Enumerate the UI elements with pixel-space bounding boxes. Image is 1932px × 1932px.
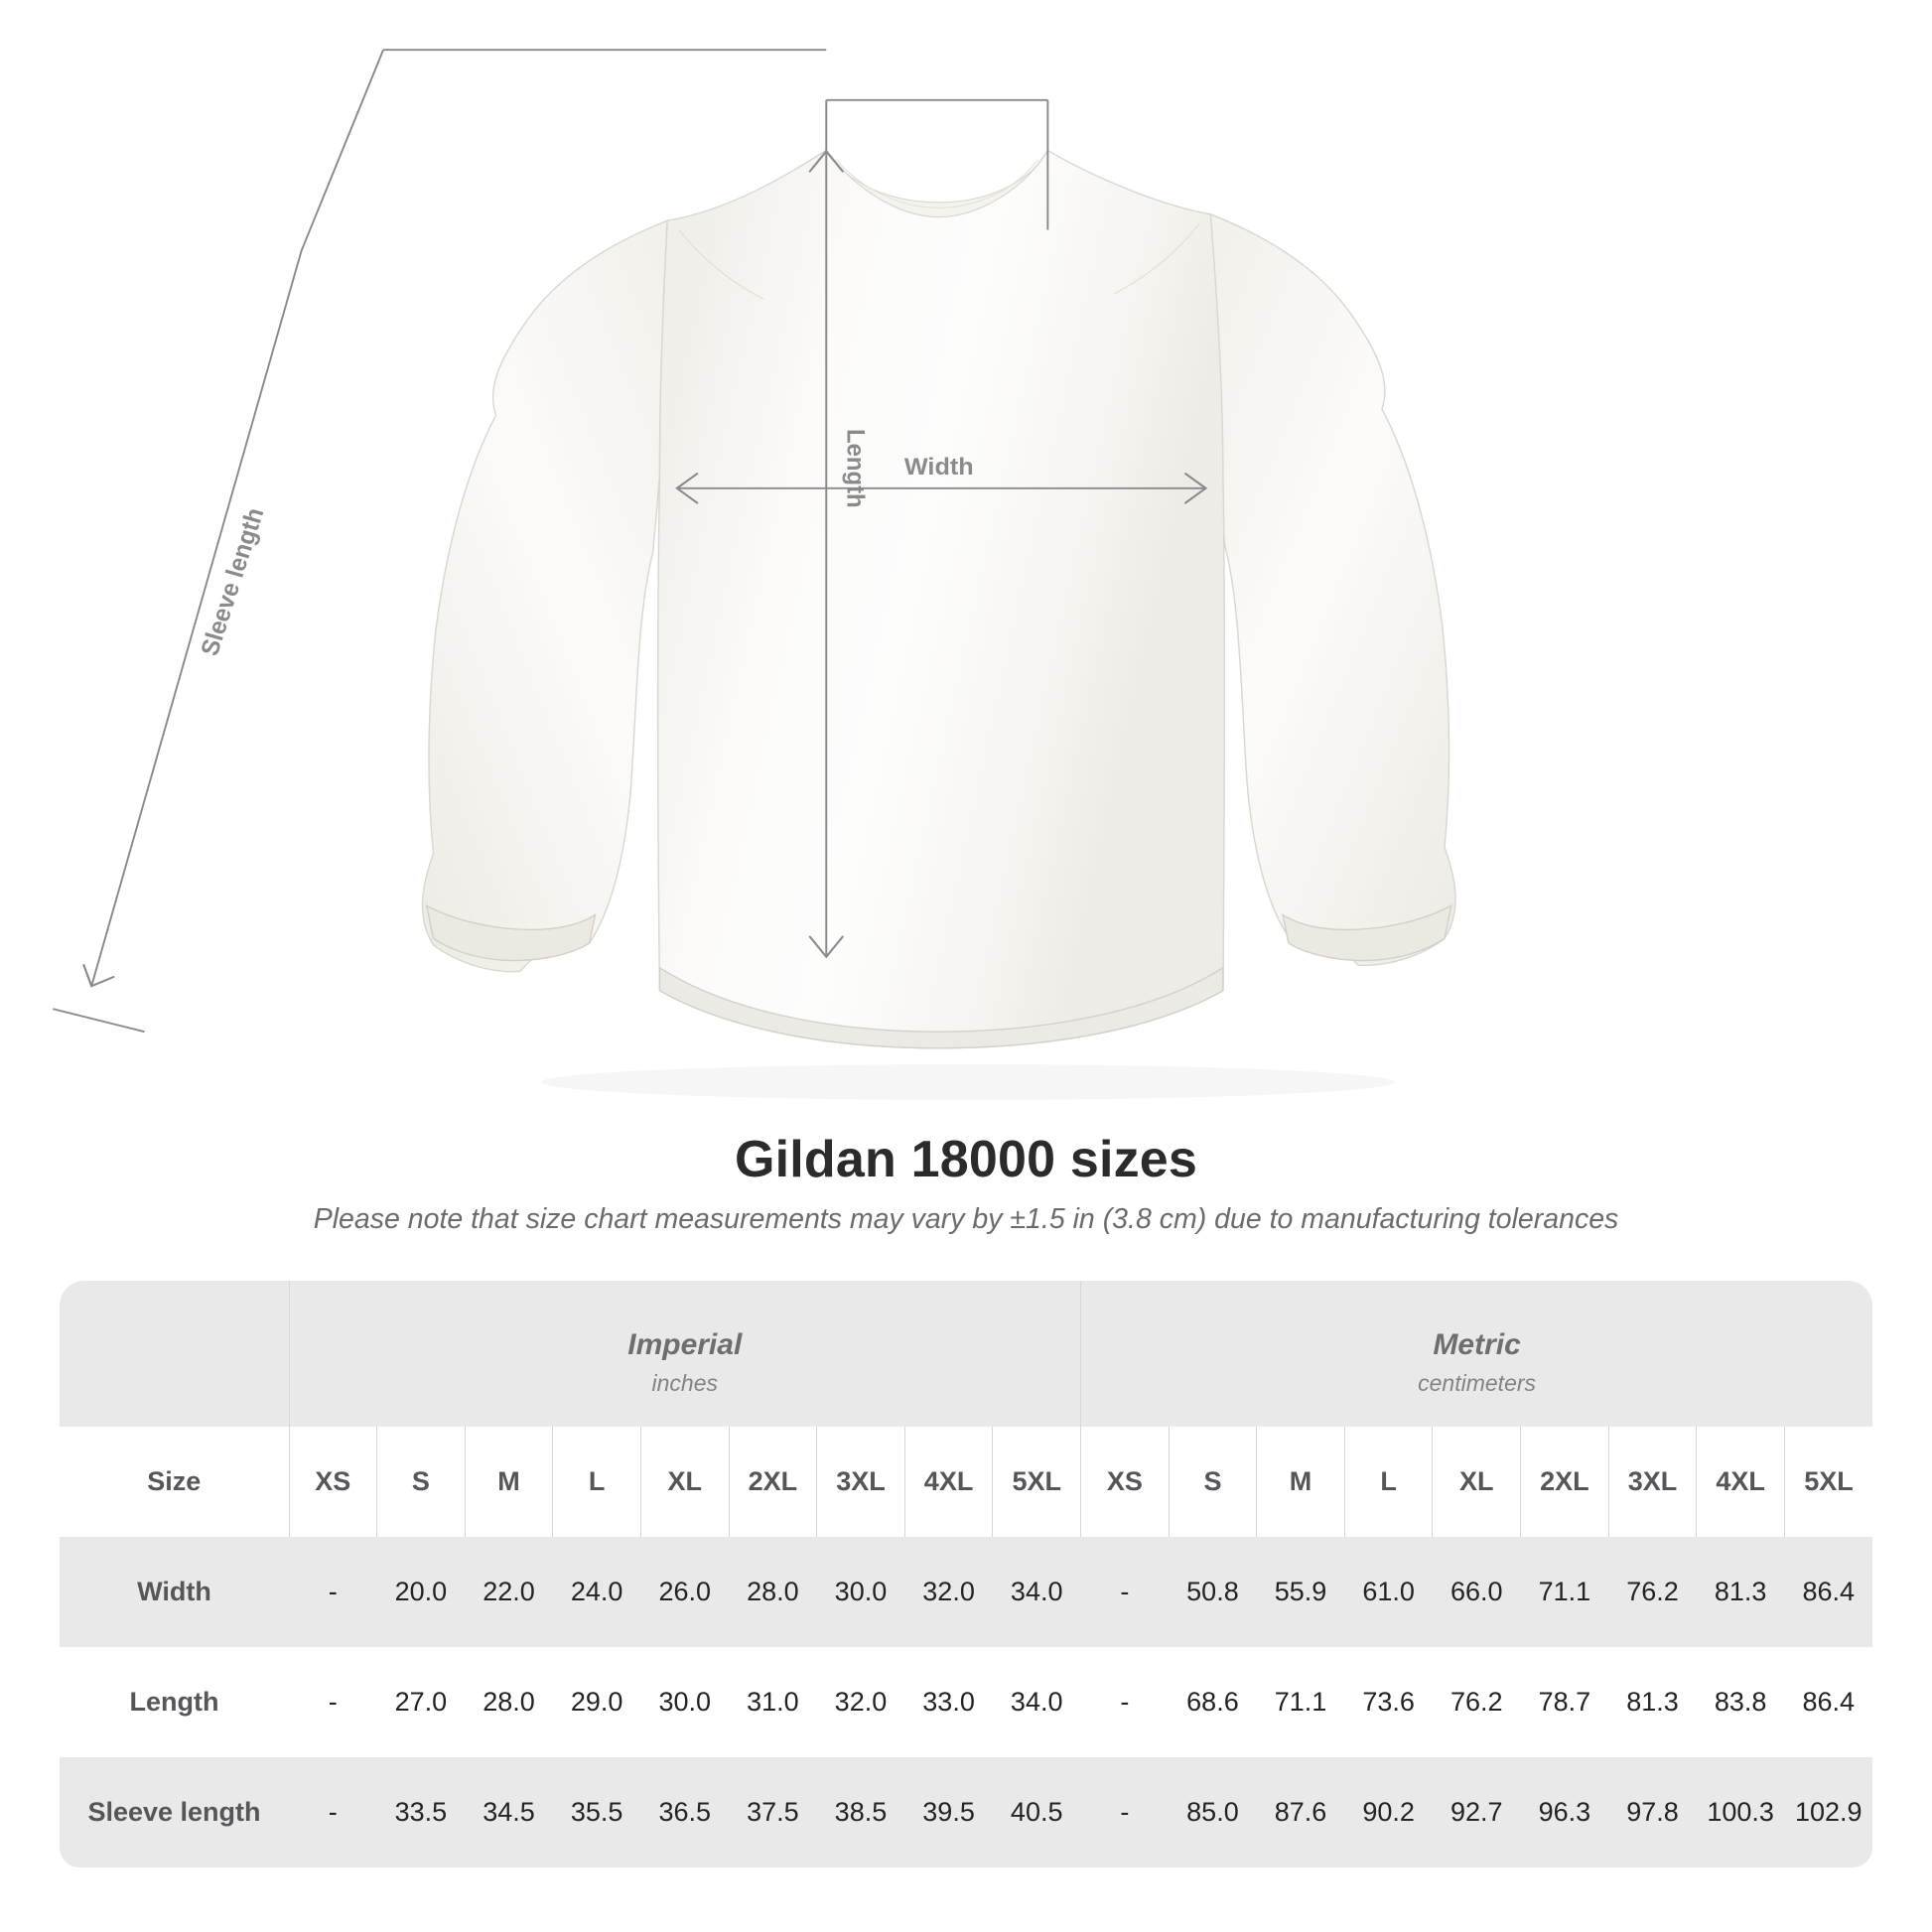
svg-text:Length: Length — [841, 429, 869, 508]
svg-text:Width: Width — [904, 455, 974, 481]
